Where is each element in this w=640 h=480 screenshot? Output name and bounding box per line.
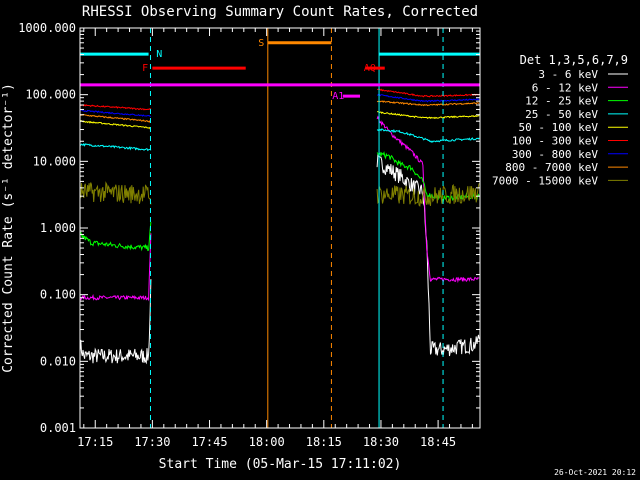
series-line-25-50-kev-2 <box>376 128 480 144</box>
x-axis-label: Start Time (05-Mar-15 17:11:02) <box>159 457 402 472</box>
legend-label-100-300-kev: 100 - 300 keV <box>512 135 598 148</box>
series-line-100-300-kev-2 <box>377 88 480 98</box>
series-line-800-7000-kev-2 <box>376 100 480 107</box>
series-line-6-12-kev-2 <box>376 115 480 284</box>
axes: 1000.000 100.000 10.000 1.000 0.100 0.010 0.00… <box>18 21 480 449</box>
x-tick-label: 18:30 <box>363 435 399 449</box>
series-line-50-100-kev-1 <box>79 120 152 130</box>
y-tick-label: 10.000 <box>33 154 76 168</box>
footer-timestamp: 26-Oct-2021 20:12 <box>554 468 636 477</box>
legend-label-800-7000-kev: 800 - 7000 keV <box>505 161 598 174</box>
series-line-800-7000-kev-1 <box>79 113 152 124</box>
x-tick-label: 18:45 <box>420 435 456 449</box>
legend-label-50-100-kev: 50 - 100 keV <box>519 121 599 134</box>
series-line-50-100-kev-2 <box>376 111 480 120</box>
legend-label-25-50-kev: 25 - 50 keV <box>525 108 598 121</box>
series-line-3-6-kev-2 <box>376 153 480 357</box>
y-tick-label: 0.100 <box>40 288 76 302</box>
series-line-300-800-kev-1 <box>79 109 151 118</box>
series-line-7000-15000-kev-1 <box>79 181 152 205</box>
flag-label-s: S <box>258 38 264 49</box>
x-tick-label: 18:00 <box>249 435 285 449</box>
series-layer <box>79 88 480 365</box>
series-line-6-12-kev-1 <box>79 233 152 302</box>
x-tick-label: 17:45 <box>191 435 227 449</box>
x-tick-label: 17:30 <box>134 435 170 449</box>
x-tick-label: 17:15 <box>77 435 113 449</box>
series-line-7000-15000-kev-2 <box>376 183 480 207</box>
legend-title: Det 1,3,5,6,7,9 <box>520 53 628 67</box>
legend-label-6-12-kev: 6 - 12 keV <box>532 81 599 94</box>
flag-label-a1: A1 <box>332 91 344 102</box>
flag-label-aq: AQ <box>364 63 376 74</box>
y-tick-label: 0.010 <box>40 354 76 368</box>
flag-label-f: F <box>142 63 148 74</box>
y-tick-label: 1000.000 <box>18 21 76 35</box>
series-line-3-6-kev-1 <box>79 279 152 365</box>
legend-label-3-6-kev: 3 - 6 keV <box>538 68 598 81</box>
y-axis-label: Corrected Count Rate (s⁻¹ detector⁻¹) <box>1 83 16 373</box>
flag-label-n: N <box>156 49 162 60</box>
legend-label-12-25-kev: 12 - 25 keV <box>525 95 598 108</box>
series-line-25-50-kev-1 <box>79 142 152 152</box>
chart-title: RHESSI Observing Summary Count Rates, Co… <box>82 4 478 20</box>
x-tick-label: 18:15 <box>306 435 342 449</box>
y-tick-label: 1.000 <box>40 221 76 235</box>
legend-label-300-800-kev: 300 - 800 keV <box>512 148 598 161</box>
series-line-12-25-kev-1 <box>79 221 152 252</box>
series-line-300-800-kev-2 <box>377 93 480 103</box>
legend-label-7000-15000-kev: 7000 - 15000 keV <box>492 174 598 187</box>
y-tick-label: 100.000 <box>25 88 76 102</box>
y-tick-label: 0.001 <box>40 421 76 435</box>
flag-bars: NF S A1 AQ <box>80 38 480 102</box>
series-line-100-300-kev-1 <box>79 104 152 111</box>
